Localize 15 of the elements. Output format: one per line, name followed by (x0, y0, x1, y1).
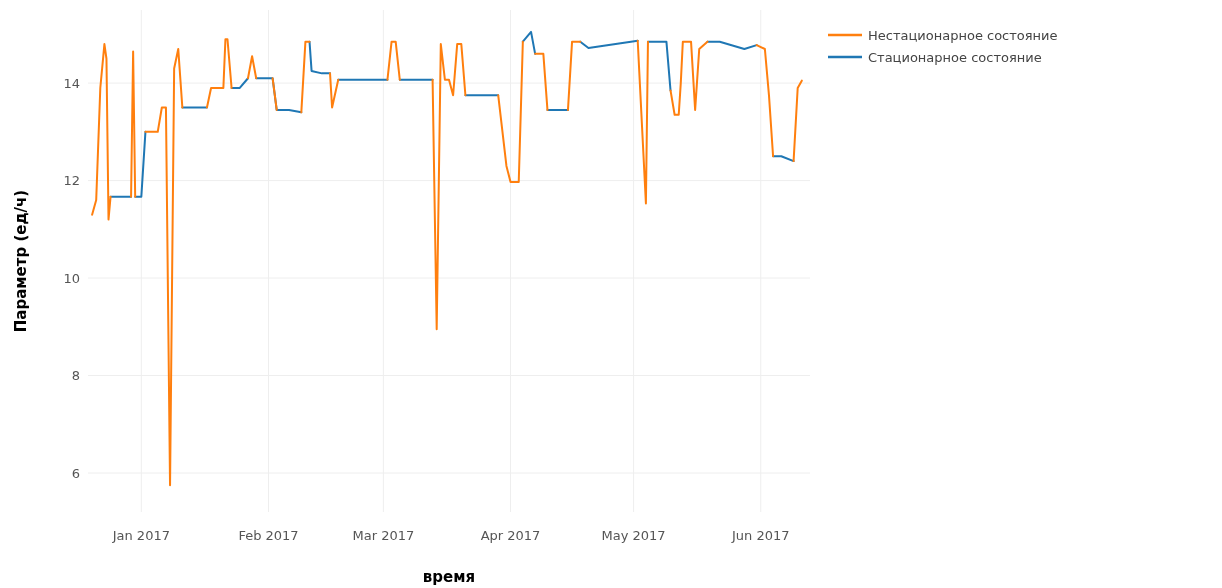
x-tick-label: May 2017 (601, 528, 666, 543)
x-tick-label: Jan 2017 (111, 528, 170, 543)
y-tick-label: 10 (63, 270, 80, 286)
x-tick-label: Feb 2017 (238, 528, 299, 543)
y-tick-label: 8 (71, 368, 80, 384)
legend-label: Нестационарное состояние (868, 28, 1058, 43)
y-axis-title: Параметр (ед/ч) (12, 189, 30, 333)
x-axis-title: время (422, 568, 476, 586)
y-tick-label: 12 (63, 173, 80, 189)
legend-label: Стационарное состояние (868, 50, 1042, 65)
y-tick-label: 14 (63, 75, 80, 91)
x-tick-label: Apr 2017 (480, 528, 541, 543)
x-tick-label: Jun 2017 (731, 528, 790, 543)
x-tick-label: Mar 2017 (352, 528, 415, 543)
y-tick-label: 6 (71, 465, 80, 481)
